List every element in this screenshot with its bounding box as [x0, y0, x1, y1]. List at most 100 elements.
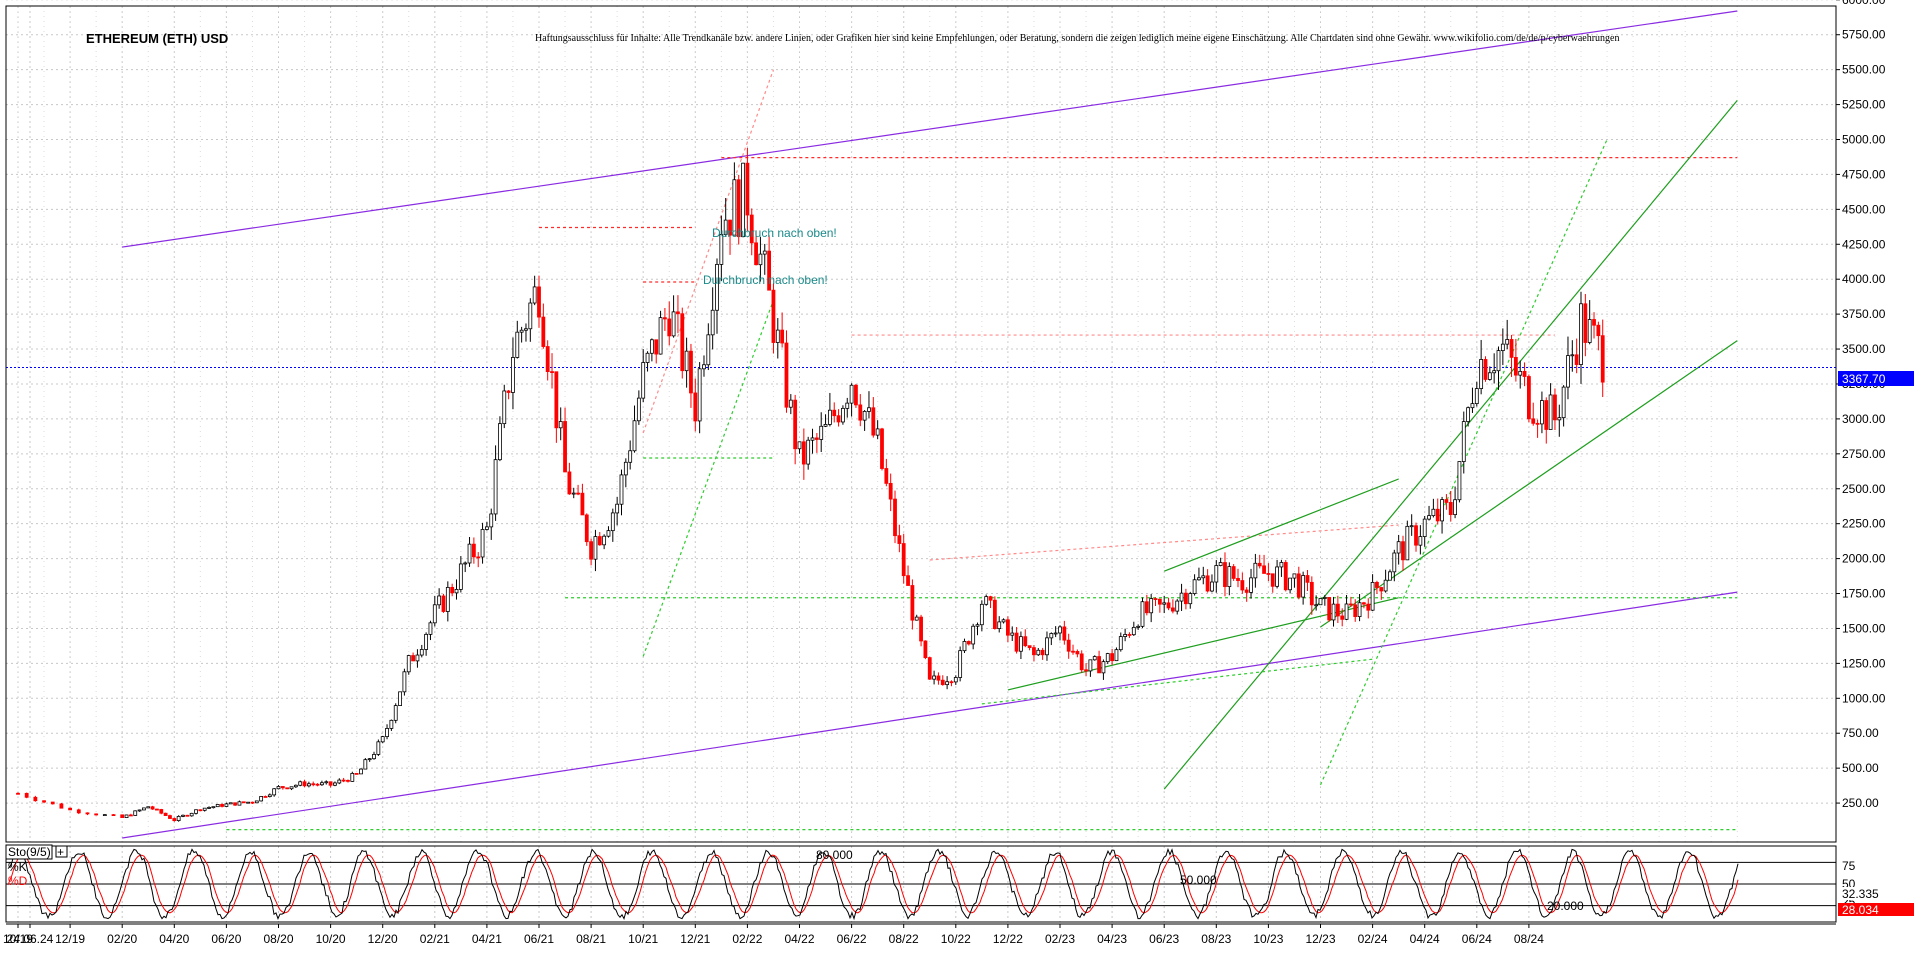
y-tick-label: 3500.00 — [1842, 342, 1886, 356]
candle-body — [1153, 598, 1158, 600]
candle-body — [1166, 602, 1171, 609]
candle-body — [906, 575, 910, 586]
candle-body — [1123, 634, 1128, 637]
x-tick-label: 04/21 — [472, 932, 502, 946]
current-price-label: 3367.70 — [1842, 372, 1886, 386]
candle-body — [128, 814, 133, 817]
candle-body — [658, 317, 663, 355]
candle-body — [801, 441, 806, 465]
expand-oscillator-button[interactable] — [55, 845, 68, 858]
candle-body — [1045, 637, 1049, 656]
candle-body — [936, 675, 941, 681]
candle-body — [311, 783, 316, 786]
candle-body — [1006, 619, 1010, 636]
candle-body — [124, 814, 129, 818]
candle-body — [259, 796, 264, 802]
candle-body — [654, 339, 659, 355]
candle-body — [914, 616, 919, 621]
k-value-box — [1838, 887, 1914, 900]
candle-body — [228, 802, 233, 805]
candle-body — [1513, 357, 1518, 376]
candle-body — [272, 788, 277, 796]
candle-body — [767, 250, 772, 291]
candle-body — [241, 801, 246, 804]
candle-body — [502, 390, 507, 425]
candle-body — [875, 428, 880, 436]
candle-body — [189, 812, 194, 817]
candle-body — [1379, 587, 1384, 592]
candle-body — [1362, 602, 1366, 605]
candle-body — [1305, 575, 1310, 583]
candle-body — [1032, 647, 1036, 656]
candle-body — [1131, 626, 1136, 636]
x-tick-label: 02/20 — [107, 932, 137, 946]
candle-body — [597, 536, 602, 546]
candle-body — [181, 814, 185, 817]
candle-body — [745, 162, 750, 216]
candle-body — [437, 595, 442, 606]
candle-body — [315, 783, 320, 786]
candle-body — [50, 801, 55, 805]
x-tick-label: 08/24 — [1514, 932, 1544, 946]
candle-body — [1409, 525, 1414, 528]
candle-body — [1023, 636, 1028, 647]
candle-body — [76, 809, 81, 814]
candle-body — [849, 384, 854, 404]
oscillator-name: Sto(9/5) — [8, 845, 51, 859]
candle-body — [862, 411, 867, 421]
candle-body — [1296, 573, 1301, 598]
candle-body — [155, 808, 159, 811]
candle-body — [111, 814, 116, 817]
candle-body — [176, 816, 181, 822]
candle-body — [306, 783, 311, 787]
k-label: %K — [8, 860, 27, 874]
candle-body — [958, 650, 963, 678]
candle-body — [567, 471, 572, 495]
candle-body — [498, 423, 502, 461]
price-series — [16, 147, 1605, 822]
oscillator-frame — [5, 845, 1837, 923]
candle-body — [302, 781, 307, 787]
trendline-green-trend-low — [1007, 597, 1399, 691]
candle-body — [628, 450, 633, 463]
candle-body — [372, 754, 376, 760]
candle-body — [749, 214, 754, 244]
trendline-upper-channel — [122, 10, 1738, 248]
candle-body — [337, 779, 342, 784]
candle-body — [528, 302, 533, 330]
candle-body — [1461, 421, 1466, 462]
candle-body — [1509, 339, 1514, 358]
candle-body — [489, 513, 494, 528]
trendline-green-channel-upper — [1163, 478, 1399, 572]
candle-body — [1401, 541, 1405, 561]
candle-body — [1170, 607, 1175, 612]
candle-body — [233, 802, 237, 806]
candle-body — [997, 621, 1002, 630]
candle-body — [1266, 573, 1271, 575]
candle-body — [328, 781, 333, 786]
candle-body — [85, 812, 90, 815]
candle-body — [671, 311, 676, 337]
y-tick-label: 1250.00 — [1842, 656, 1886, 670]
candle-body — [676, 311, 680, 315]
candle-body — [198, 809, 203, 812]
candle-body — [975, 624, 980, 627]
candle-body — [541, 316, 546, 347]
osc-y-tick-label: 75 — [1842, 859, 1856, 873]
candle-body — [1522, 370, 1527, 377]
candle-body — [1236, 578, 1240, 581]
candle-body — [897, 535, 902, 544]
x-tick-label: 04/20 — [159, 932, 189, 946]
x-tick-label: 12/20 — [368, 932, 398, 946]
candle-body — [1340, 615, 1345, 620]
candle-body — [537, 286, 541, 318]
candle-body — [1040, 649, 1045, 656]
candle-body — [953, 677, 958, 683]
candle-body — [194, 809, 198, 814]
candle-body — [966, 641, 971, 645]
candle-body — [854, 384, 858, 406]
candle-body — [1375, 581, 1379, 588]
candle-body — [1357, 602, 1362, 618]
candle-body — [185, 814, 190, 817]
